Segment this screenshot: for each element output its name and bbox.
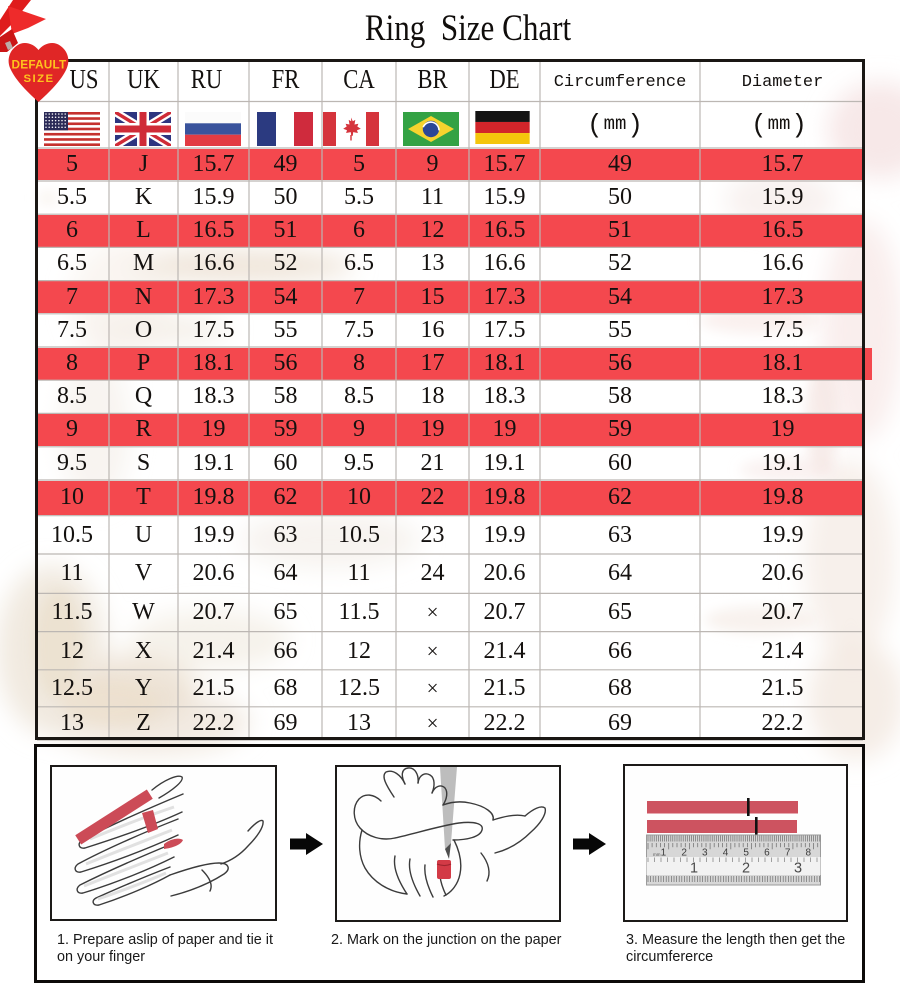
svg-text:8: 8	[806, 848, 812, 859]
svg-text:DEFAULT: DEFAULT	[12, 58, 68, 72]
svg-text:2: 2	[742, 861, 750, 877]
svg-text:mm: mm	[653, 852, 661, 857]
svg-text:3: 3	[702, 848, 708, 859]
svg-text:7: 7	[785, 848, 791, 859]
svg-text:4: 4	[723, 848, 729, 859]
svg-text:2: 2	[681, 848, 687, 859]
svg-text:5: 5	[743, 848, 749, 859]
svg-text:3: 3	[794, 861, 802, 877]
svg-text:6: 6	[764, 848, 770, 859]
svg-text:1: 1	[661, 848, 667, 859]
svg-text:SIZE: SIZE	[24, 73, 55, 85]
svg-text:1: 1	[690, 861, 698, 877]
